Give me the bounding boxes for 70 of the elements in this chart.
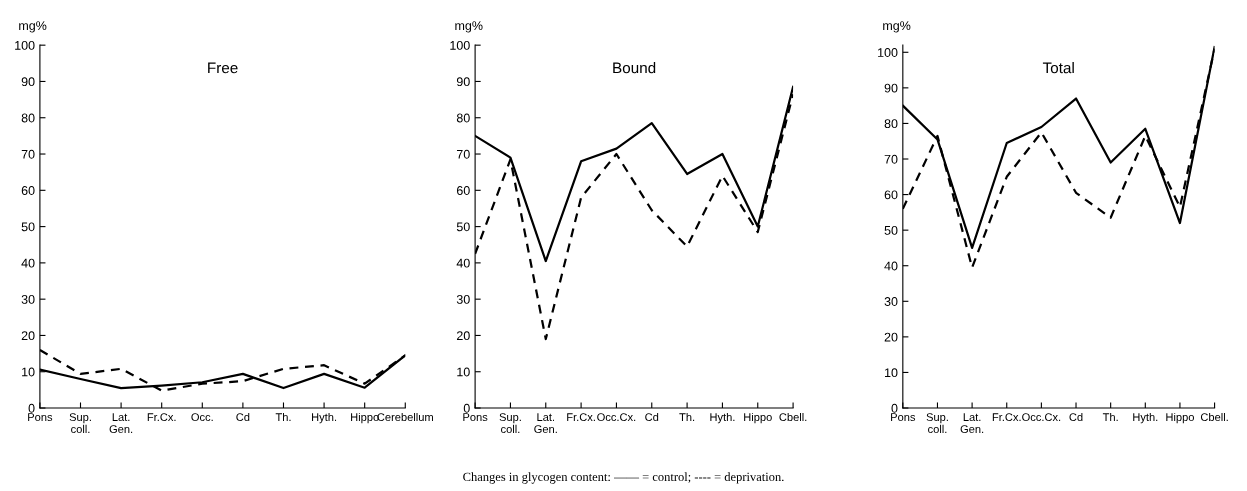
x-tick-label: Sup. coll. [499,413,521,434]
x-tick-label: Cd [645,412,659,422]
y-tick-label: 70 [21,149,35,159]
y-tick-label: 80 [884,119,898,129]
x-tick-label: Cbell. [1200,412,1228,422]
y-tick-label: 90 [456,77,470,87]
x-tick-label: Cerebellum [377,412,433,422]
x-tick-label: Pons [463,413,488,422]
y-tick-label: 30 [456,294,470,304]
x-tick-label: Hippo [1166,412,1194,424]
y-tick-label: 40 [884,261,898,271]
y-tick-label: 0 [891,403,898,413]
x-tick-label: Pons [891,413,916,422]
y-tick-label: 40 [456,258,470,268]
x-tick-label: Th. [679,412,695,421]
y-tick-label: 60 [21,186,35,195]
y-tick-label: 70 [456,149,470,159]
y-tick-label: 60 [456,186,470,195]
x-tick-label: Fr.Cx. [147,413,176,422]
y-tick-label: 20 [21,331,35,341]
y-tick-label: 50 [21,222,35,232]
y-tick-label: 30 [884,297,898,306]
text: Bound [613,62,656,74]
y-axis-title: mg% [455,21,483,33]
y-tick-label: 50 [884,225,898,235]
x-tick-label: Fr.Cx. [992,413,1021,422]
x-tick-label: Hyth. [1133,412,1158,424]
y-tick-label: 60 [884,190,898,200]
x-tick-label: Occ.Cx. [1022,413,1061,422]
y-tick-label: 100 [15,40,35,50]
y-tick-label: 50 [456,222,470,232]
x-tick-label: Lat. Gen. [109,413,133,434]
x-tick-label: Hippo [351,412,379,424]
y-tick-label: 20 [884,332,898,342]
y-tick-label: 100 [450,40,470,50]
x-tick-label: Occ. [191,413,213,422]
x-tick-label: Sup. coll. [926,413,948,434]
x-tick-label: Lat. Gen. [960,413,984,434]
y-tick-label: 20 [456,331,470,341]
y-tick-label: 100 [878,48,898,57]
y-tick-label: 30 [21,294,35,304]
x-tick-label: Occ.Cx. [597,413,636,422]
y-tick-label: 90 [21,77,35,87]
y-tick-label: 80 [456,113,470,123]
text: Changes in glycogen content: —— = control; ---- = deprivation. [463,472,784,484]
y-axis-title: mg% [883,21,911,33]
y-tick-label: 10 [22,367,35,377]
y-axis-title: mg% [19,21,47,33]
y-tick-label: 10 [885,368,898,378]
x-tick-label: Sup. coll. [69,413,91,434]
x-tick-label: Hippo [744,412,772,424]
y-tick-label: 90 [884,83,898,93]
x-tick-label: Th. [1102,412,1118,421]
x-tick-label: Cd [1069,412,1083,422]
text: Free [208,62,238,74]
y-tick-label: 40 [21,258,35,268]
y-tick-label: 0 [463,403,470,413]
y-tick-label: 0 [28,403,35,413]
x-tick-label: Pons [28,413,53,422]
x-tick-label: Cbell. [779,412,807,422]
text: Total [1042,62,1074,74]
x-tick-label: Fr.Cx. [567,413,595,422]
y-tick-label: 80 [21,113,35,123]
x-tick-label: Cd [236,412,250,422]
x-tick-label: Lat. Gen. [534,413,557,434]
y-tick-label: 10 [457,367,470,377]
x-tick-label: Hyth. [710,412,735,424]
x-tick-label: Th. [275,412,291,421]
x-tick-label: Hyth. [312,412,337,424]
y-tick-label: 70 [884,154,898,164]
